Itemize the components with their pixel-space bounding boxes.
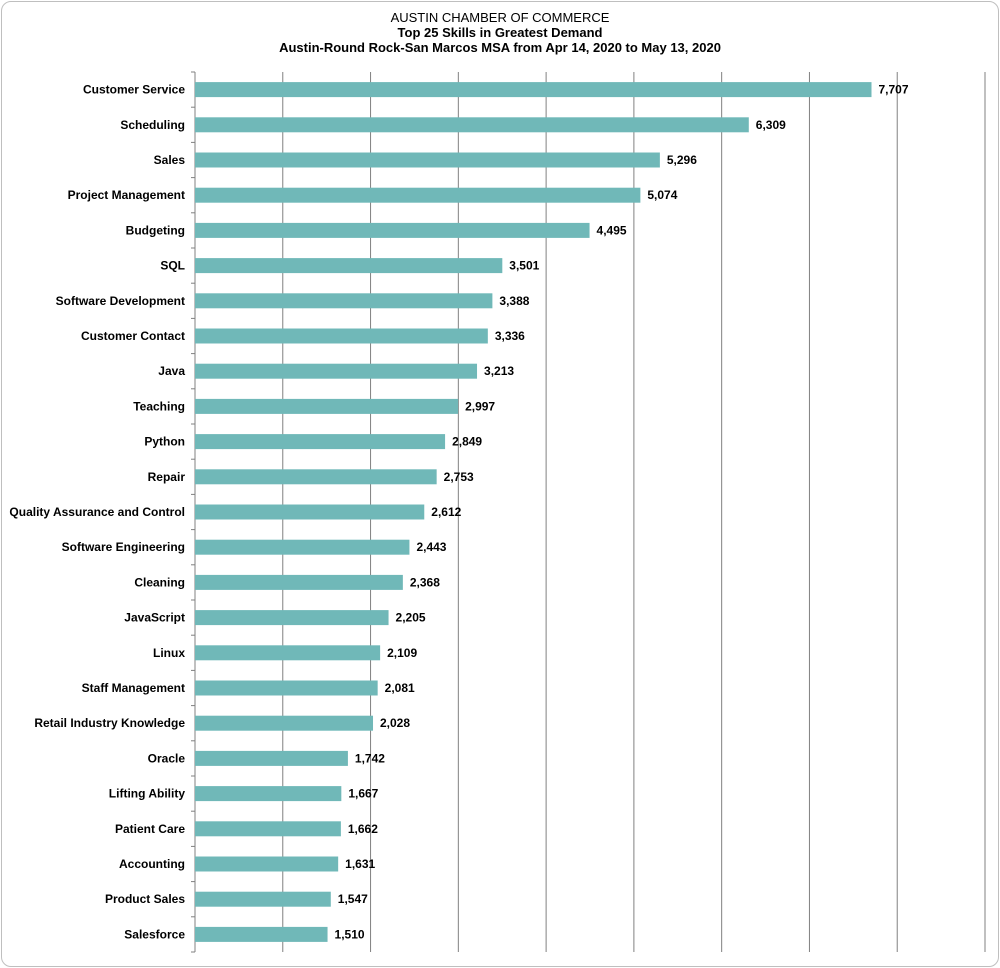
chart-titles: AUSTIN CHAMBER OF COMMERCE Top 25 Skills… [0, 10, 1000, 55]
bar [195, 222, 590, 238]
category-label: JavaScript [124, 611, 185, 625]
bar [195, 469, 437, 485]
category-label: Scheduling [120, 118, 185, 132]
value-label: 5,074 [647, 188, 677, 202]
bar [195, 363, 478, 379]
value-label: 2,368 [410, 575, 440, 589]
value-label: 1,742 [355, 751, 385, 765]
bar [195, 504, 425, 520]
value-label: 1,547 [338, 892, 368, 906]
bar [195, 715, 374, 731]
category-label: Sales [154, 153, 186, 167]
bar [195, 117, 749, 133]
chart-subtitle: Top 25 Skills in Greatest Demand [397, 25, 603, 40]
bar [195, 750, 348, 766]
value-label: 2,028 [380, 716, 410, 730]
value-label: 2,443 [416, 540, 446, 554]
bar [195, 786, 342, 802]
bar [195, 610, 389, 626]
bar [195, 398, 459, 414]
category-label: Retail Industry Knowledge [34, 716, 185, 730]
category-label: Budgeting [126, 223, 185, 237]
category-label: Patient Care [115, 822, 185, 836]
value-label: 2,849 [452, 435, 482, 449]
bar [195, 328, 488, 344]
category-label: Product Sales [105, 892, 185, 906]
bar [195, 187, 641, 203]
value-label: 2,753 [444, 470, 474, 484]
category-label: Lifting Ability [109, 787, 186, 801]
value-label: 2,081 [385, 681, 415, 695]
value-label: 3,388 [499, 294, 529, 308]
value-label: 2,997 [465, 399, 495, 413]
category-label: Customer Service [83, 83, 185, 97]
value-label: 6,309 [756, 118, 786, 132]
category-label: Salesforce [124, 927, 185, 941]
category-label: Repair [148, 470, 186, 484]
chart-title: AUSTIN CHAMBER OF COMMERCE [390, 10, 610, 25]
category-label: Software Engineering [62, 540, 185, 554]
bar [195, 926, 328, 942]
bar [195, 680, 378, 696]
bar [195, 891, 331, 907]
value-label: 3,336 [495, 329, 525, 343]
bar [195, 539, 410, 555]
value-label: 1,667 [348, 787, 378, 801]
value-label: 3,501 [509, 259, 539, 273]
chart-subtitle-2: Austin-Round Rock-San Marcos MSA from Ap… [279, 40, 721, 55]
category-label: Staff Management [82, 681, 185, 695]
bar [195, 293, 493, 309]
value-label: 2,205 [396, 611, 426, 625]
value-label: 1,510 [335, 927, 365, 941]
category-label: SQL [160, 259, 185, 273]
value-label: 5,296 [667, 153, 697, 167]
bar [195, 258, 503, 274]
category-label: Java [158, 364, 185, 378]
category-label: Oracle [148, 751, 186, 765]
value-label: 7,707 [879, 83, 909, 97]
value-label: 1,662 [348, 822, 378, 836]
category-label: Quality Assurance and Control [9, 505, 185, 519]
bar [195, 645, 381, 661]
value-label: 3,213 [484, 364, 514, 378]
bar [195, 821, 341, 837]
value-label: 1,631 [345, 857, 375, 871]
value-label: 2,109 [387, 646, 417, 660]
category-label: Python [144, 435, 185, 449]
bar [195, 856, 339, 872]
category-label: Accounting [119, 857, 185, 871]
category-label: Cleaning [134, 575, 185, 589]
bar [195, 152, 660, 168]
bar [195, 574, 403, 590]
category-label: Linux [153, 646, 185, 660]
category-label: Teaching [133, 399, 185, 413]
category-label: Customer Contact [81, 329, 185, 343]
bar [195, 434, 446, 450]
value-label: 4,495 [597, 223, 627, 237]
category-label: Project Management [68, 188, 185, 202]
value-label: 2,612 [431, 505, 461, 519]
category-label: Software Development [56, 294, 185, 308]
bar [195, 82, 872, 98]
